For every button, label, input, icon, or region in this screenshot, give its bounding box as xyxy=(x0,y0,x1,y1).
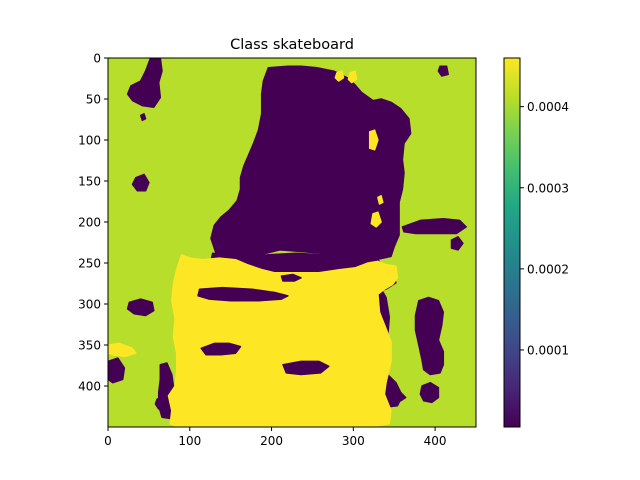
colorbar-tick-label: 0.0001 xyxy=(527,343,569,357)
low-value-islands xyxy=(197,273,330,376)
high-region-top-dot-a xyxy=(334,70,345,82)
x-tick-label: 400 xyxy=(424,434,447,448)
x-tick-label: 200 xyxy=(260,434,283,448)
high-region-small-mid xyxy=(377,195,384,205)
heatmap-plot-area xyxy=(108,58,476,427)
low-region-left-small xyxy=(131,173,150,192)
y-axis: 0 50 100 150 200 250 300 350 400 xyxy=(78,52,108,394)
high-region-right-edge-b xyxy=(370,211,382,228)
low-region-right-lower-blob xyxy=(419,381,440,404)
colorbar-tick-label: 0.0002 xyxy=(527,262,569,276)
low-island-island-1 xyxy=(197,286,289,302)
y-tick-label: 200 xyxy=(78,216,101,230)
x-tick-label: 0 xyxy=(104,434,112,448)
y-tick-label: 250 xyxy=(78,257,101,271)
x-axis: 0 100 200 300 400 xyxy=(104,427,447,448)
y-tick-label: 300 xyxy=(78,298,101,312)
low-region-right-ellipse xyxy=(401,217,467,235)
y-tick-label: 150 xyxy=(78,175,101,189)
plot-frame xyxy=(107,57,477,428)
low-region-right-dot xyxy=(450,236,464,251)
low-region-left-mid xyxy=(126,298,155,317)
y-tick-label: 0 xyxy=(93,52,101,66)
low-region-left-bottom xyxy=(108,357,126,384)
high-region-right-edge-a xyxy=(368,129,379,151)
y-tick-label: 50 xyxy=(86,93,101,107)
low-island-island-3 xyxy=(200,342,242,356)
chart-title: Class skateboard xyxy=(230,37,354,53)
low-region-bottom-left-dot xyxy=(154,396,165,410)
low-region-top-right-dot xyxy=(437,65,449,77)
colorbar-ticks: 0.0001 0.0002 0.0003 0.0004 xyxy=(520,100,569,357)
low-region-right-lower-dot xyxy=(395,391,407,402)
colorbar-gradient xyxy=(503,57,521,428)
y-tick-label: 100 xyxy=(78,134,101,148)
low-region-tiny-dot xyxy=(139,113,147,122)
colorbar-tick-label: 0.0003 xyxy=(527,181,569,195)
x-tick-label: 300 xyxy=(342,434,365,448)
y-tick-label: 350 xyxy=(78,339,101,353)
colorbar-tick-label: 0.0004 xyxy=(527,100,569,114)
x-tick-label: 100 xyxy=(178,434,201,448)
low-region-right-vertical xyxy=(414,296,445,376)
high-region-left-edge xyxy=(108,342,137,358)
y-tick-label: 400 xyxy=(78,380,101,394)
low-island-island-2 xyxy=(280,273,302,282)
low-region-top-left-blob xyxy=(126,58,163,108)
low-island-island-4 xyxy=(282,360,330,376)
colorbar: 0.0001 0.0002 0.0003 0.0004 xyxy=(503,57,569,428)
high-region-top-dot-b xyxy=(347,70,358,84)
